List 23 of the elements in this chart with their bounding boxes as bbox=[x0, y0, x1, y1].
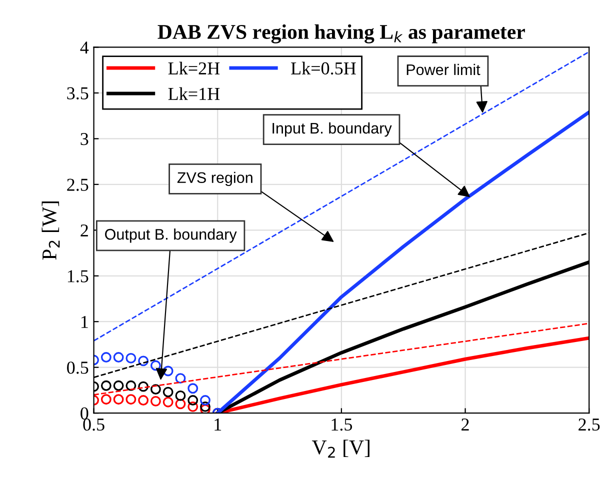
y-tick-label: 3 bbox=[80, 133, 88, 146]
y-tick-label: 3.5 bbox=[67, 87, 88, 100]
legend-label: Lk=2H bbox=[168, 62, 220, 74]
y-tick-label: 0 bbox=[80, 407, 88, 420]
x-tick-label: 2.5 bbox=[578, 418, 600, 431]
y-tick-label: 1.5 bbox=[68, 270, 88, 282]
chart-title: DAB ZVS region having L$_{k}$ as parameter bbox=[158, 24, 525, 44]
annotation: Power limit bbox=[406, 64, 480, 76]
x-axis-title: V$_{2}$ [V] bbox=[312, 440, 370, 458]
annotation: Input B. boundary bbox=[272, 122, 392, 137]
x-tick-label: 1.5 bbox=[332, 418, 352, 431]
y-tick-label: 0.5 bbox=[67, 362, 88, 374]
legend-label: Lk=1H bbox=[168, 87, 220, 100]
annotation: Output B. boundary bbox=[105, 228, 237, 243]
y-tick-label: 2.5 bbox=[67, 178, 88, 191]
x-tick-label: 1 bbox=[214, 418, 222, 430]
legend-label: Lk=0.5H bbox=[291, 62, 356, 75]
y-tick-label: 1 bbox=[81, 316, 88, 328]
annotation: ZVS region bbox=[177, 172, 252, 186]
y-tick-label: 2 bbox=[80, 224, 88, 236]
y-tick-label: 4 bbox=[80, 42, 89, 54]
x-tick-label: 2 bbox=[462, 418, 469, 430]
y-axis-title: P$_{2}$ [W] bbox=[42, 202, 60, 260]
